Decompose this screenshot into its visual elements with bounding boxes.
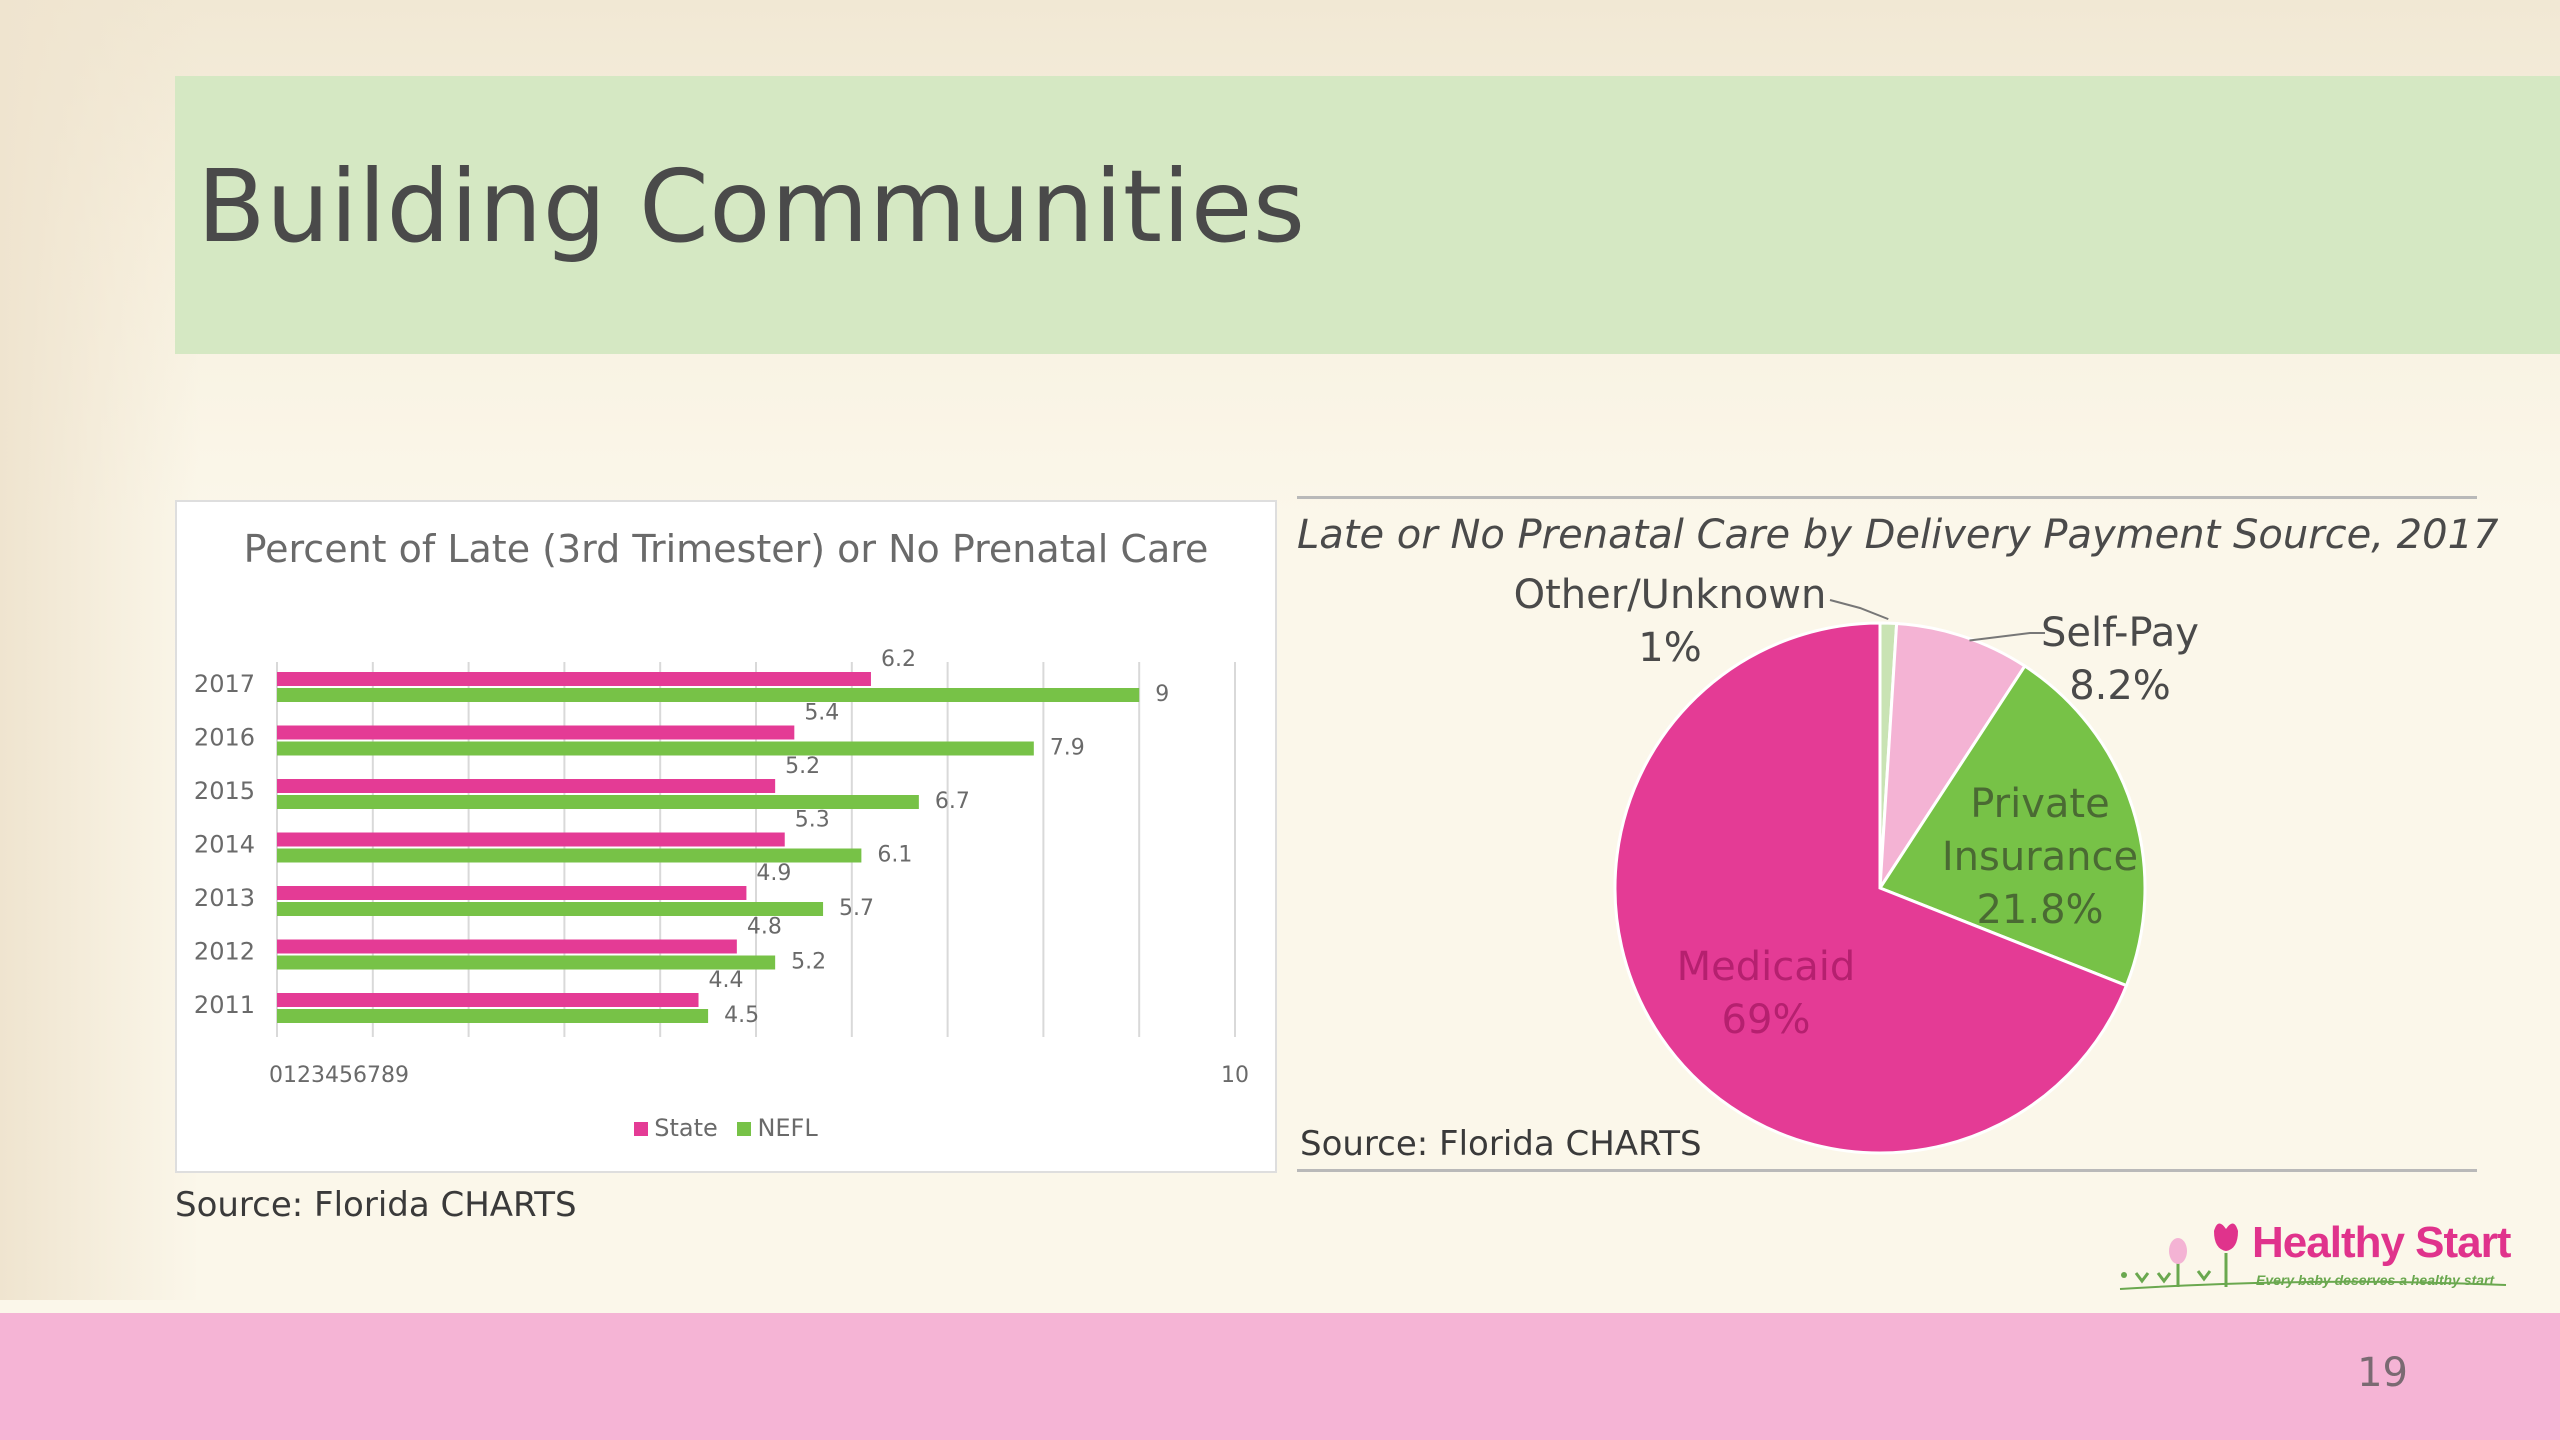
leader-line — [1829, 599, 1889, 621]
data-label: 5.7 — [839, 896, 874, 921]
data-label: 6.2 — [881, 647, 916, 672]
slide-title: Building Communities — [197, 148, 1306, 265]
bar-chart-title-text: Percent of Late (3rd Trimester) or No Pr… — [243, 527, 1209, 571]
page-number: 19 — [2357, 1350, 2408, 1396]
bar-state — [277, 886, 747, 900]
bar-nefl — [277, 902, 824, 916]
bar-state — [277, 832, 785, 847]
pie-slice-self-pay — [1878, 621, 2027, 894]
legend-item-nefl: NEFL — [737, 1114, 818, 1142]
slice-label-private-insurance: Private Insurance 21.8% — [1942, 781, 2138, 933]
data-label: 4.4 — [709, 968, 744, 993]
data-label: 5.3 — [795, 808, 830, 833]
footer-band — [0, 1313, 2560, 1440]
logo-tagline: Every baby deserves a healthy start — [2256, 1272, 2495, 1288]
pie-slice-other-unknown — [1878, 621, 1899, 889]
data-label: 4.9 — [756, 861, 791, 886]
category-label: 2017 — [194, 670, 255, 698]
title-band — [175, 76, 2560, 354]
logo-name: Healthy Start — [2252, 1218, 2511, 1267]
bar-state — [277, 939, 737, 954]
pie-chart-source: Source: Florida CHARTS — [1300, 1124, 1702, 1164]
bar-state — [277, 672, 871, 686]
category-label: 2013 — [194, 884, 255, 912]
bar-state — [277, 779, 776, 793]
legend-swatch-nefl — [737, 1122, 752, 1136]
data-label: 5.4 — [804, 701, 839, 726]
pie-slice-private-insurance — [1877, 663, 2147, 988]
category-label: 2011 — [194, 991, 255, 1019]
slice-label-self-pay: Self-Pay 8.2% — [2041, 610, 2199, 709]
bar-nefl — [277, 741, 1034, 756]
background-pattern-left — [0, 0, 200, 1300]
bar-chart-panel: Percent of Late (3rd Trimester) or No Pr… — [175, 500, 1277, 1173]
pie-chart-title: Late or No Prenatal Care by Delivery Pay… — [1297, 512, 2499, 558]
data-label: 6.1 — [877, 843, 912, 868]
bar-state — [277, 725, 795, 740]
slice-label-other-unknown: Other/Unknown 1% — [1514, 572, 1827, 671]
data-label: 7.9 — [1050, 736, 1085, 761]
data-label: 4.5 — [724, 1003, 759, 1028]
pie-slice-medicaid — [1613, 621, 2129, 1155]
bar-chart-plot: 2017 6.2 9 2016 5.4 7.9 2015 5.2 6.7 2014 5.3 6.1 20… — [194, 647, 1249, 1088]
category-label: 2012 — [194, 938, 255, 966]
category-label: 2015 — [194, 777, 255, 805]
bar-nefl — [277, 848, 862, 863]
bar-state — [277, 993, 699, 1007]
data-label: 6.7 — [935, 789, 970, 814]
bar-nefl — [277, 795, 919, 809]
legend-swatch-state — [634, 1122, 649, 1136]
x-tick-label: 0123456789 — [269, 1063, 409, 1088]
x-tick-label: 10 — [1221, 1063, 1249, 1088]
pie-bottom-rule — [1297, 1169, 2477, 1172]
legend-item-state: State — [634, 1114, 718, 1142]
bar-chart-title: Percent of Late (3rd Trimester) or No Pr… — [177, 522, 1275, 576]
legend-label-nefl: NEFL — [757, 1114, 818, 1142]
bar-chart-source: Source: Florida CHARTS — [175, 1185, 577, 1225]
data-label: 5.2 — [785, 754, 820, 779]
bar-nefl — [277, 955, 776, 970]
slice-label-medicaid: Medicaid 69% — [1677, 944, 1856, 1043]
bar-nefl — [277, 688, 1140, 702]
pie-top-rule — [1297, 496, 2477, 499]
legend-label-state: State — [654, 1114, 718, 1142]
category-label: 2016 — [194, 724, 255, 752]
leader-line — [1969, 632, 2045, 642]
data-label: 5.2 — [791, 950, 826, 975]
data-label: 9 — [1155, 682, 1169, 707]
flower-logo-icon — [2119, 1223, 2507, 1290]
bar-chart-legend: State NEFL — [177, 1114, 1275, 1142]
data-label: 4.8 — [747, 915, 782, 940]
bar-nefl — [277, 1009, 709, 1023]
category-label: 2014 — [194, 831, 255, 859]
